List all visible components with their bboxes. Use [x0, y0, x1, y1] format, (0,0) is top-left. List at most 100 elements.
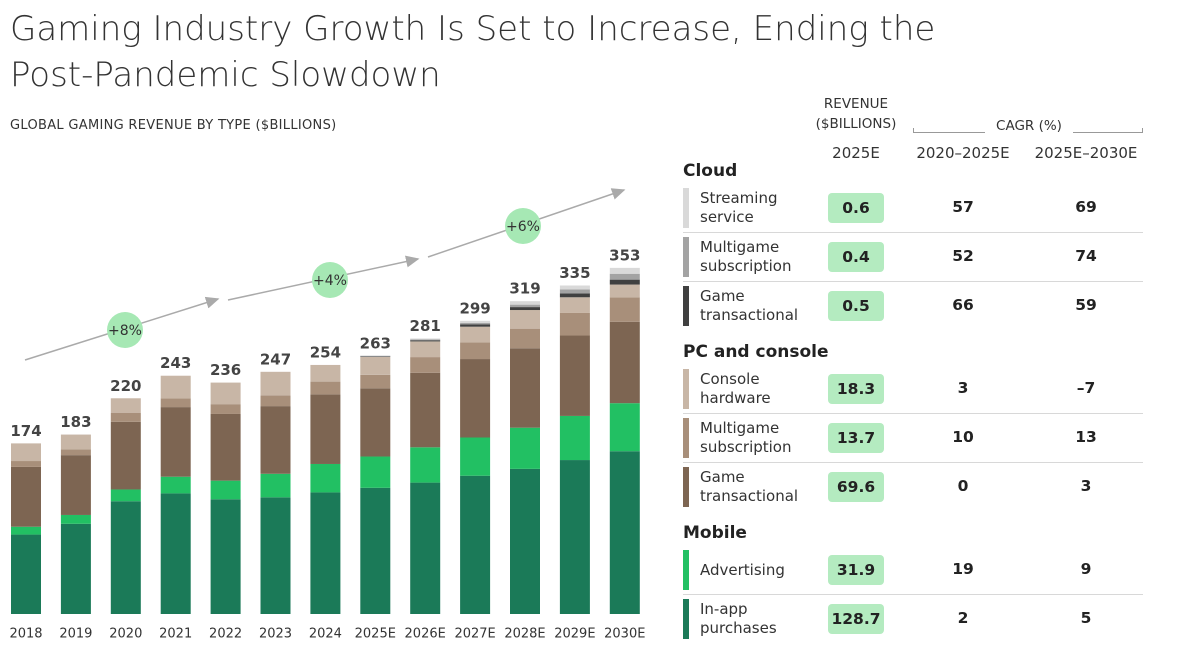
cagr-cell: 19 [952, 560, 974, 578]
bar-segment [210, 413, 241, 481]
x-tick-label: 2027E [454, 627, 495, 642]
bar-segment [460, 326, 491, 343]
bar-segment [510, 427, 540, 469]
bar-segment [510, 310, 540, 329]
cagr-cell: 9 [1080, 560, 1092, 578]
cagr-cell: 69 [1075, 198, 1097, 216]
bar-segment [410, 372, 441, 448]
bar-segment [510, 468, 540, 614]
bar-segment [11, 461, 41, 467]
legend-label: Multigame subscription [700, 238, 792, 275]
row-rule [683, 232, 1143, 233]
legend-swatch [683, 467, 689, 507]
bar-segment [559, 293, 590, 298]
cagr-period: 2025E–2030E [1034, 144, 1138, 162]
bar-segment [260, 406, 291, 474]
cagr-cell: 52 [952, 247, 974, 265]
bar-segment [310, 394, 341, 464]
title: Gaming Industry Growth Is Set to Increas… [10, 9, 936, 95]
bar-segment [460, 320, 491, 323]
total-label: 353 [609, 246, 640, 264]
x-tick-label: 2018 [9, 627, 42, 642]
total-label: 174 [10, 422, 41, 440]
revenue-cell: 69.6 [828, 472, 884, 502]
x-tick-label: 2019 [59, 627, 92, 642]
bar-segment [360, 374, 391, 389]
bar-segment [60, 434, 91, 450]
bar-segment [110, 421, 141, 490]
legend-swatch [683, 369, 689, 409]
tick [1142, 128, 1143, 133]
bar-segment [410, 340, 441, 342]
legend-label: Advertising [700, 560, 785, 579]
bar-segment [460, 475, 491, 614]
revenue-header: ($BILLIONS) [815, 116, 897, 132]
bar-segment [609, 403, 640, 452]
revenue-cell: 128.7 [828, 604, 884, 634]
row-rule [683, 594, 1143, 595]
revenue-cell: 13.7 [828, 423, 884, 453]
chart: 174 2018 183 2019 220 2020 243 2021 236 2022 247 20… [9, 188, 645, 642]
legend-label: Multigame subscription [700, 419, 792, 456]
revenue-cell: 0.6 [828, 193, 884, 223]
bar-segment [260, 395, 291, 407]
growth-label: +6% [506, 219, 540, 235]
revenue-header: REVENUE [823, 96, 889, 112]
total-label: 281 [410, 317, 441, 335]
x-tick-label: 2023 [259, 627, 292, 642]
growth-bubble [312, 262, 348, 298]
bar-segment [609, 284, 640, 298]
revenue-cell: 0.5 [828, 291, 884, 321]
cagr-header: CAGR (%) [996, 118, 1062, 134]
total-label: 254 [310, 343, 341, 361]
bar-segment [510, 304, 540, 308]
total-label: 243 [160, 354, 191, 372]
bar-segment [160, 407, 191, 477]
cagr-cell: 5 [1080, 609, 1092, 627]
x-tick-label: 2028E [504, 627, 545, 642]
bar-segment [559, 335, 590, 416]
bar-segment [460, 322, 491, 325]
bar-segment [310, 364, 341, 382]
group-label: PC and console [683, 342, 829, 362]
cagr-cell: 13 [1075, 428, 1097, 446]
bar-segment [360, 355, 391, 357]
growth-bubble [505, 208, 541, 244]
bar-segment [210, 480, 241, 500]
bar-segment [410, 338, 441, 340]
revenue-year: 2025E [832, 144, 880, 162]
cagr-cell: 2 [957, 609, 969, 627]
bar-segment [160, 375, 191, 399]
x-tick-label: 2029E [554, 627, 595, 642]
bar-segment [260, 497, 291, 614]
x-tick-label: 2022 [209, 627, 242, 642]
bar-segment [11, 534, 41, 614]
cagr-cell: 3 [957, 379, 969, 397]
legend-swatch [683, 188, 689, 228]
legend-swatch [683, 550, 689, 590]
row-rule [683, 462, 1143, 463]
bar-segment [110, 398, 141, 413]
bar-segment [609, 279, 640, 285]
bar-segment [609, 321, 640, 404]
bar-segment [110, 412, 141, 422]
bar-segment [11, 443, 41, 462]
total-label: 183 [60, 413, 91, 431]
cagr-cell: 0 [957, 477, 969, 495]
bar-segment [60, 514, 91, 524]
bar-segment [360, 388, 391, 457]
group-label: Cloud [683, 161, 738, 181]
cagr-period: 2020–2025E [916, 144, 1010, 162]
row-rule [683, 413, 1143, 414]
bar-segment [559, 289, 590, 294]
bar-segment [510, 328, 540, 349]
bar-segment [510, 307, 540, 311]
bar-segment [460, 437, 491, 476]
bar-segment [310, 381, 341, 395]
legend-label: In-app purchases [700, 600, 777, 637]
bar-segment [11, 526, 41, 535]
bar-segment [360, 487, 391, 614]
growth-bubble [107, 312, 143, 348]
total-label: 299 [459, 299, 490, 317]
legend-label: Console hardware [700, 370, 771, 407]
